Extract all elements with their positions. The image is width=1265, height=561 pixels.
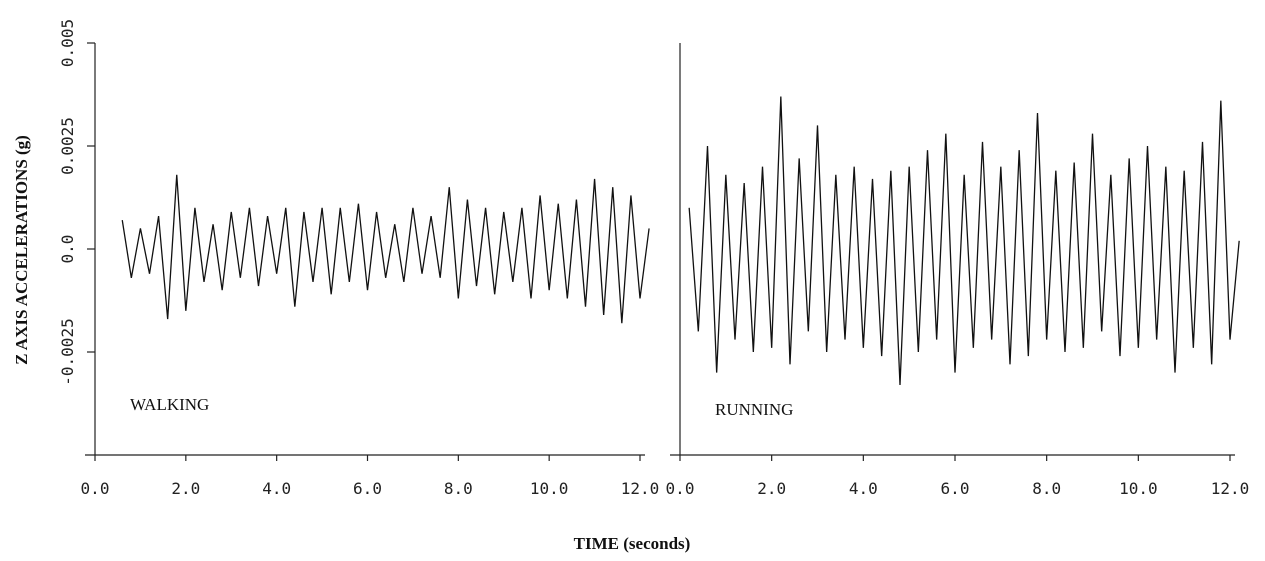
- y-axis-label: Z AXIS ACCELERATIONS (g): [12, 135, 31, 365]
- signal-line: [121, 174, 650, 324]
- x-tick-label: 2.0: [171, 479, 200, 498]
- x-tick-label: 6.0: [941, 479, 970, 498]
- signal-line: [688, 96, 1240, 385]
- annotation: WALKING: [130, 395, 209, 414]
- y-tick-label: -0.0025: [58, 318, 77, 385]
- x-tick-label: 0.0: [666, 479, 695, 498]
- x-tick-label: 4.0: [262, 479, 291, 498]
- x-tick-label: 6.0: [353, 479, 382, 498]
- x-tick-label: 0.0: [81, 479, 110, 498]
- y-tick-label: 0.0025: [58, 117, 77, 175]
- x-tick-label: 12.0: [621, 479, 660, 498]
- y-tick-label: 0.0: [58, 235, 77, 264]
- x-tick-label: 10.0: [1119, 479, 1158, 498]
- x-tick-label: 12.0: [1211, 479, 1250, 498]
- x-tick-label: 4.0: [849, 479, 878, 498]
- y-tick-label: 0.005: [58, 19, 77, 67]
- x-axis-label: TIME (seconds): [574, 534, 691, 553]
- x-tick-label: 8.0: [1032, 479, 1061, 498]
- x-tick-label: 8.0: [444, 479, 473, 498]
- x-tick-label: 10.0: [530, 479, 569, 498]
- annotation: RUNNING: [715, 400, 793, 419]
- x-tick-label: 2.0: [757, 479, 786, 498]
